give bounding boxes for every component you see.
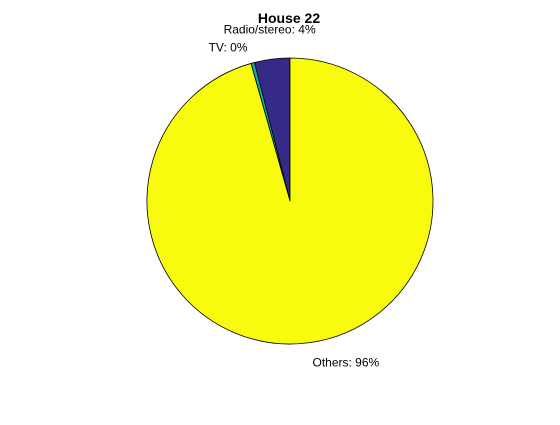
pie-slice-others [146,57,434,345]
pie-labels: Radio/stereo: 4% TV: 0% Others: 96% [209,22,380,369]
pie-label-tv: TV: 0% [209,41,248,55]
pie-slices [146,57,434,345]
chart-title: House 22 [258,10,320,26]
pie-label-others: Others: 96% [313,355,380,369]
pie-label-radio-stereo: Radio/stereo: 4% [224,22,316,36]
